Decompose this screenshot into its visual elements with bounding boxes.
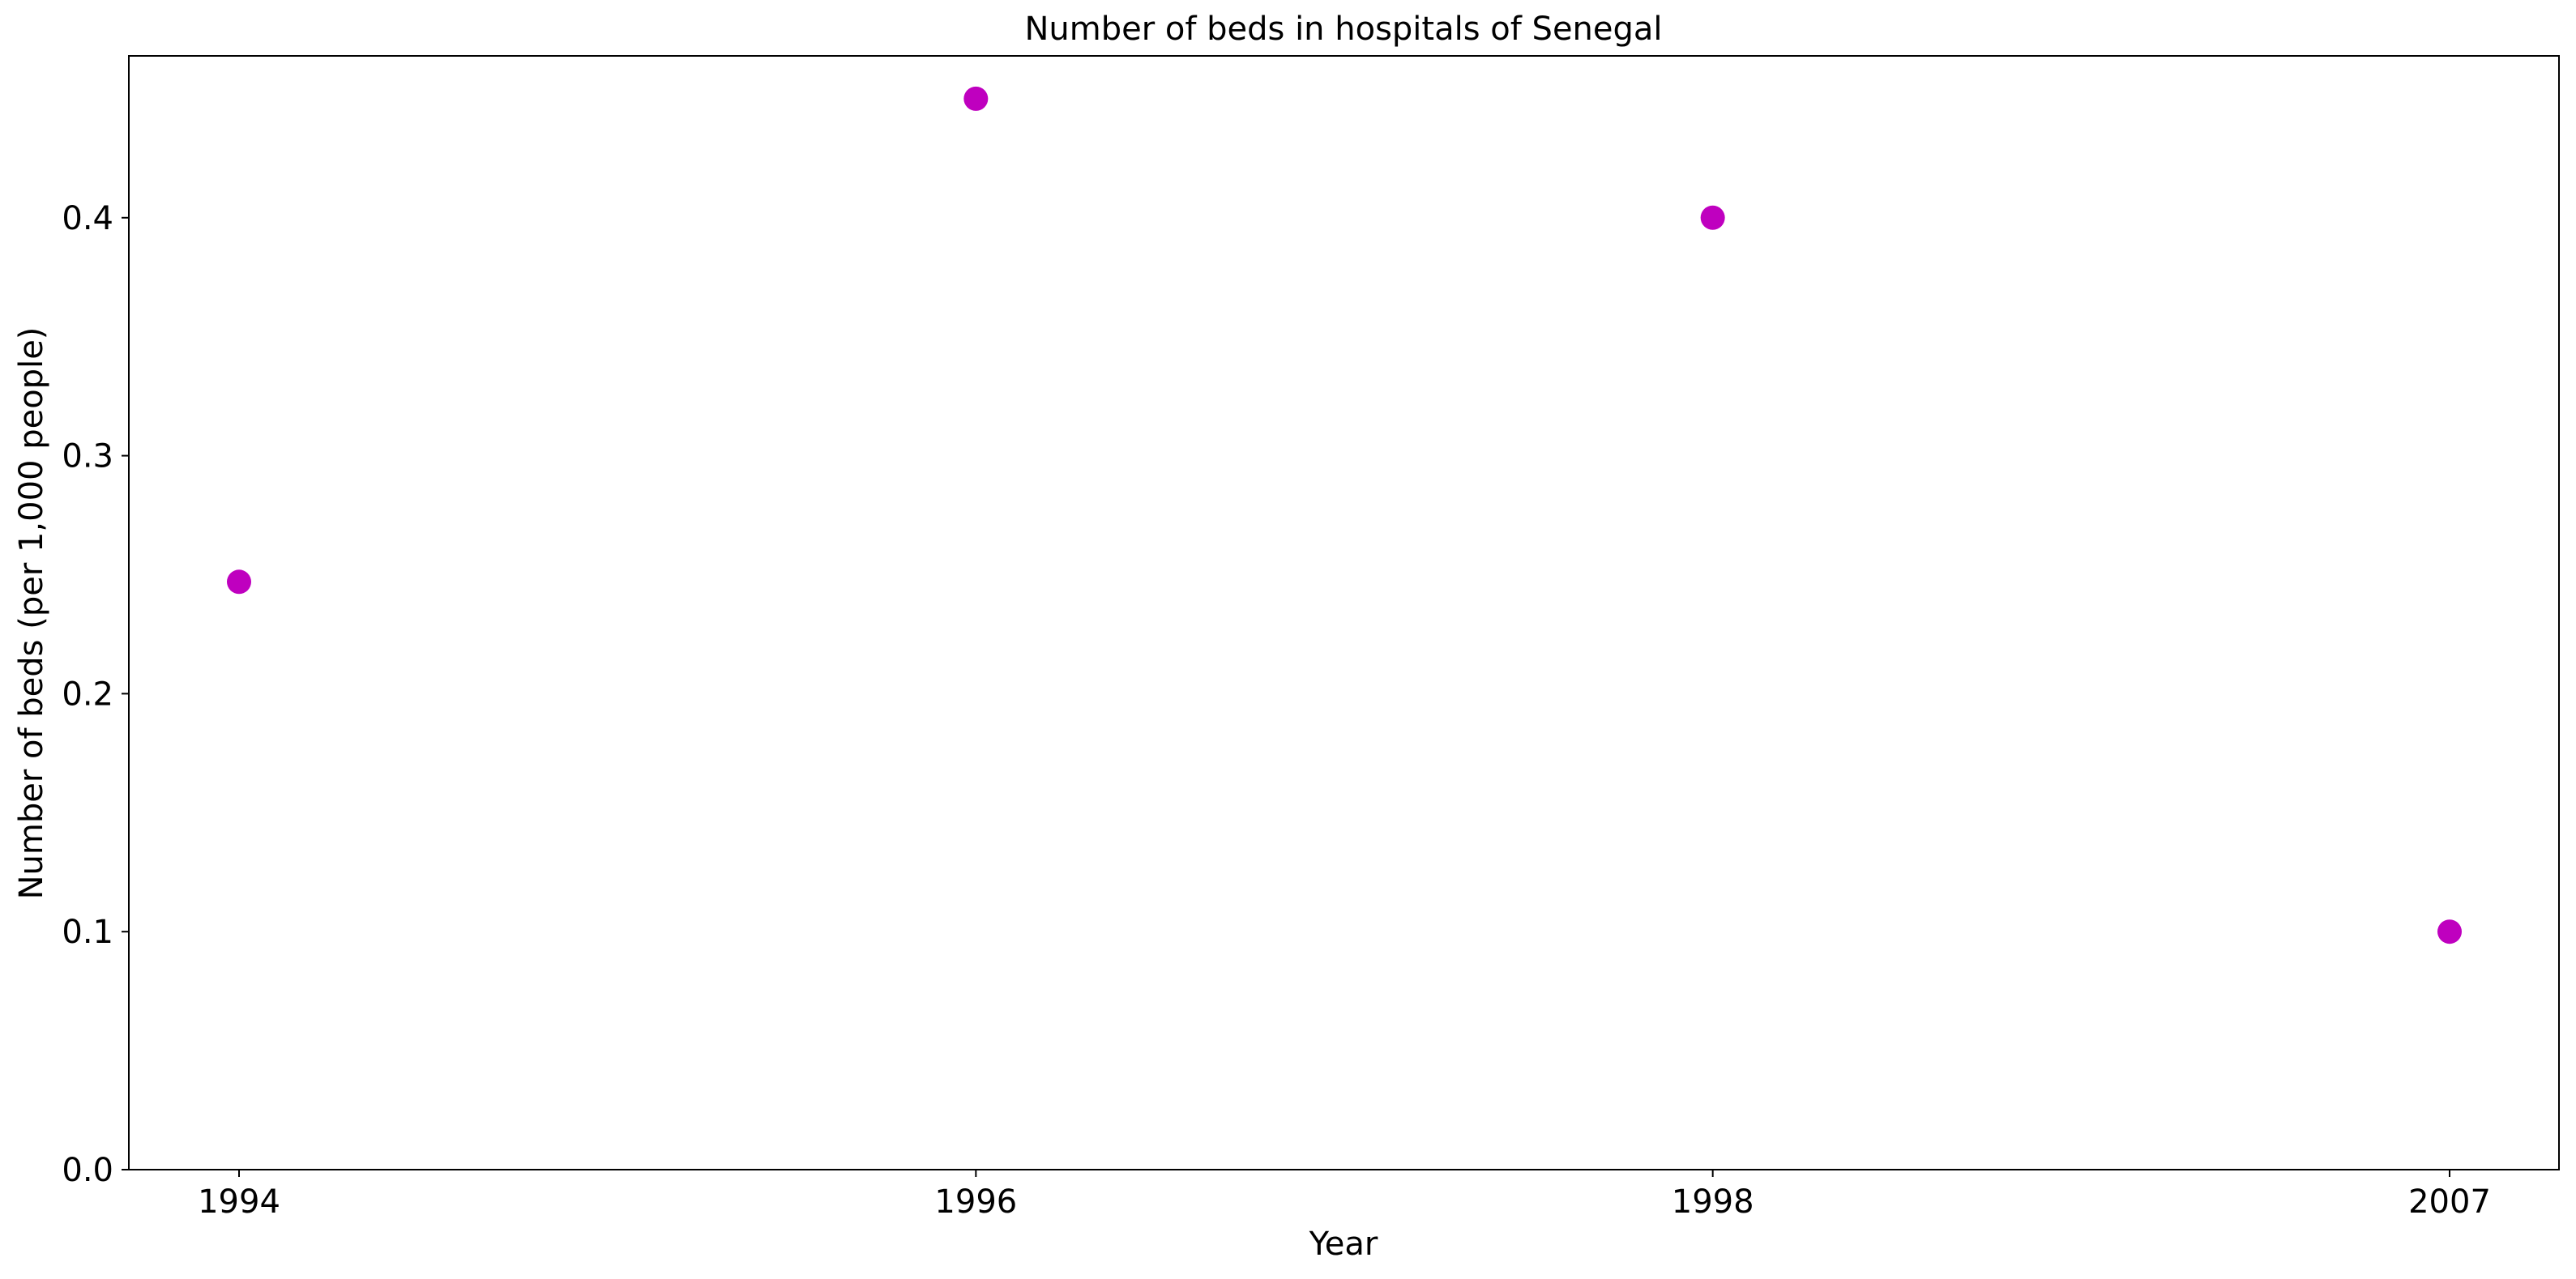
y-tick-label: 0.1	[62, 914, 113, 951]
y-tick-label: 0.0	[62, 1152, 113, 1189]
y-tick-label: 0.4	[62, 200, 113, 237]
y-tick-label: 0.3	[62, 438, 113, 475]
data-point	[1700, 205, 1725, 230]
x-tick-label: 1994	[198, 1183, 280, 1221]
y-axis-title: Number of beds (per 1,000 people)	[13, 327, 50, 900]
y-tick-label: 0.2	[62, 676, 113, 713]
x-tick-label: 1998	[1672, 1183, 1754, 1221]
x-axis-title: Year	[1309, 1226, 1378, 1263]
plot-area	[128, 55, 2560, 1170]
chart-title: Number of beds in hospitals of Senegal	[1024, 11, 1662, 48]
data-point	[2437, 919, 2462, 944]
y-axis: 0.0 0.1 0.2 0.3 0.4	[62, 200, 129, 1189]
data-points	[227, 86, 2462, 944]
data-point	[963, 86, 989, 111]
x-tick-label: 1996	[934, 1183, 1017, 1221]
x-tick-label: 2007	[2408, 1183, 2491, 1221]
data-point	[227, 569, 251, 595]
x-axis: 1994 1996 1998 2007	[198, 1170, 2491, 1221]
